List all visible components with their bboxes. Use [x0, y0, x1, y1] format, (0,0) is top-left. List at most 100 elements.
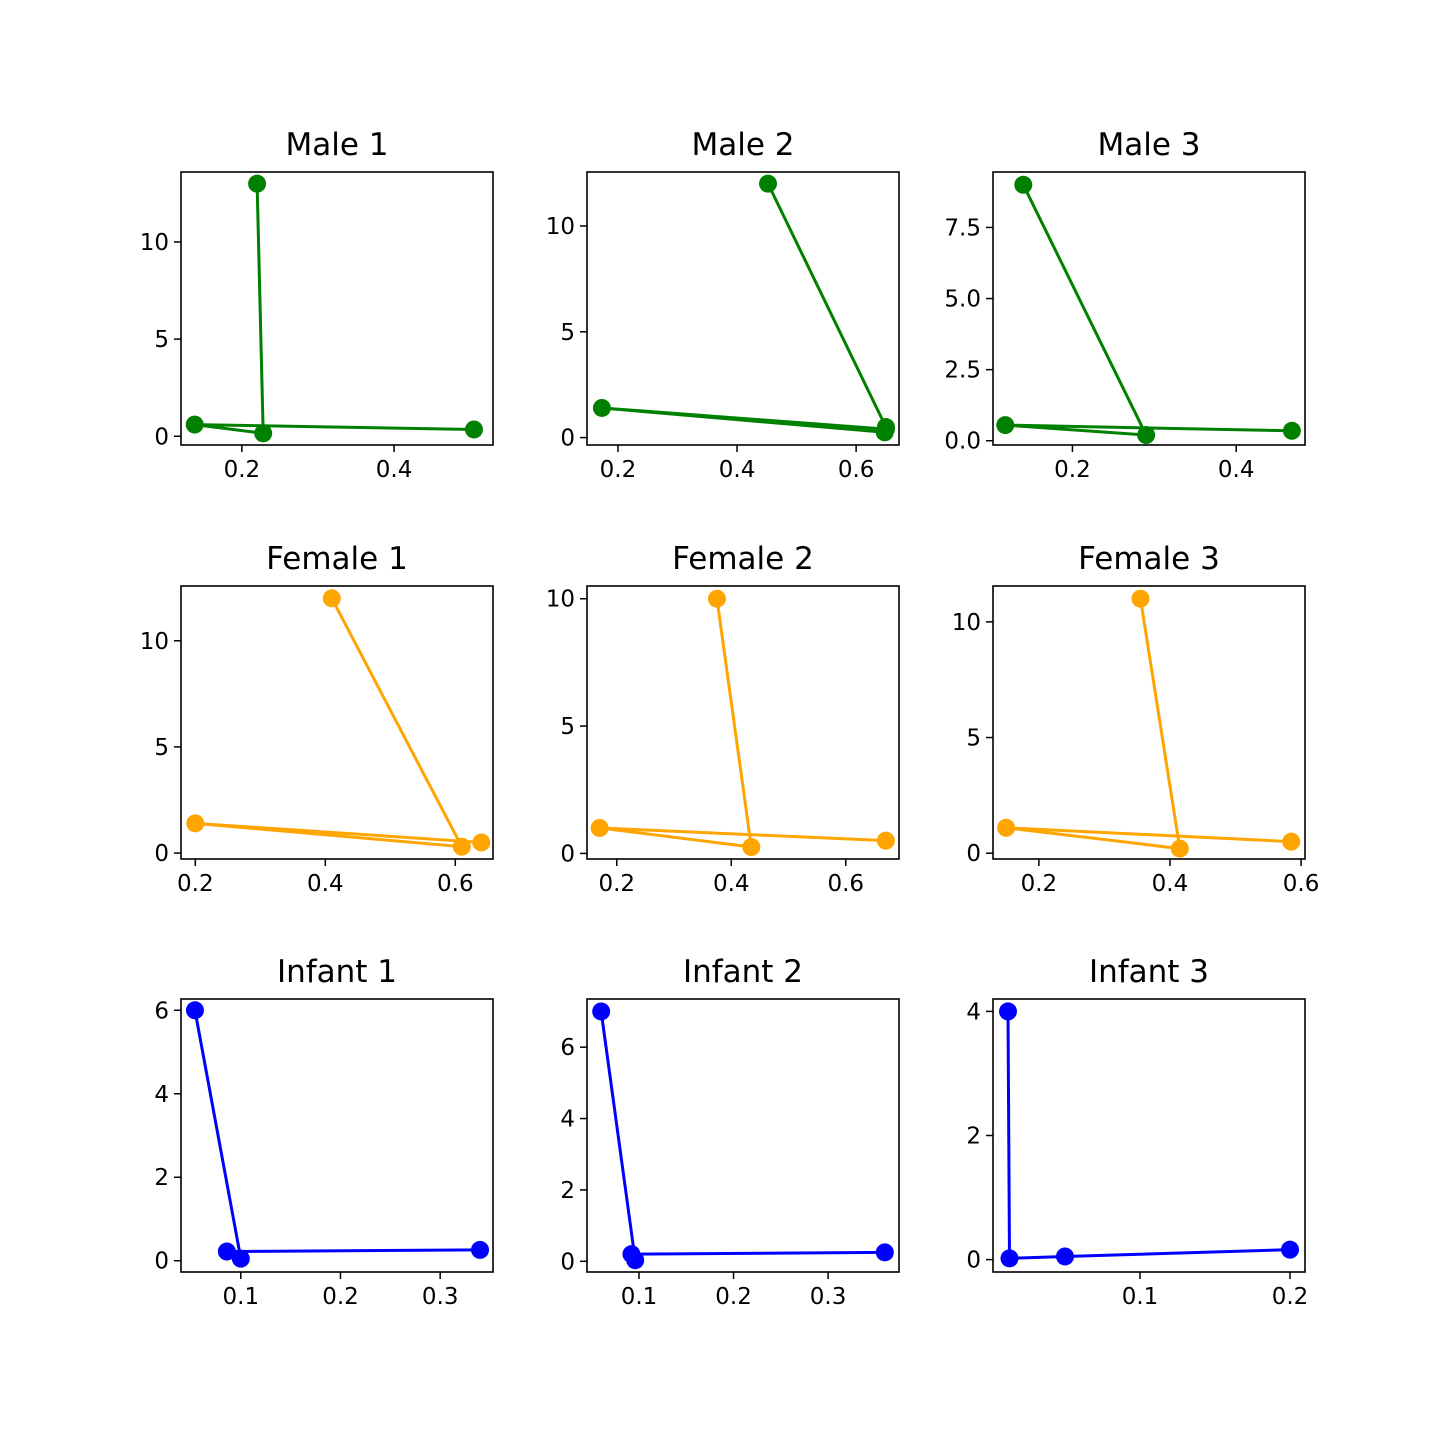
series-line: [1004, 598, 1292, 851]
chart-title: Female 3: [1078, 541, 1220, 577]
y-tick-label: 5: [966, 726, 981, 752]
data-point: [707, 589, 726, 608]
axes-frame: [586, 998, 900, 1273]
series-line: [1006, 1011, 1291, 1260]
y-tick-label: 5: [560, 320, 575, 346]
chart-title: Male 3: [1097, 127, 1200, 163]
axes-frame: [586, 585, 900, 860]
y-tick-label: 0: [560, 426, 575, 452]
y-tick-label: 2: [966, 1124, 981, 1150]
chart-panel: Male 2 0.2 0.4 0.6 0 5 10: [546, 127, 900, 483]
data-point: [996, 416, 1015, 435]
chart-panel: Female 2 0.2 0.4 0.6 0 5 10: [546, 541, 900, 897]
series-line: [193, 183, 475, 435]
x-tick-label: 0.2: [224, 457, 261, 483]
axes-frame: [180, 585, 494, 860]
axes-frame: [586, 171, 900, 446]
data-point: [1000, 1249, 1019, 1268]
y-tick-label: 0: [154, 424, 169, 450]
data-point: [1170, 839, 1189, 858]
data-point: [590, 818, 609, 837]
x-tick-label: 0.2: [1021, 871, 1058, 897]
data-point: [997, 818, 1016, 837]
chart-title: Male 2: [691, 127, 794, 163]
y-tick-label: 6: [154, 998, 169, 1024]
data-point: [185, 415, 204, 434]
y-tick-label: 6: [560, 1035, 575, 1061]
y-tick-label: 2: [560, 1178, 575, 1204]
x-tick-label: 0.2: [598, 871, 635, 897]
x-tick-label: 0.3: [810, 1284, 847, 1310]
data-point: [472, 833, 491, 852]
chart-panel: Infant 3 0.1 0.2 0 2 4: [966, 954, 1308, 1310]
y-tick-label: 0.0: [944, 429, 981, 455]
data-point: [876, 831, 895, 850]
x-tick-label: 0.2: [1272, 1284, 1309, 1310]
y-tick-label: 4: [154, 1082, 169, 1108]
data-point: [1281, 1240, 1299, 1259]
x-tick-label: 0.4: [1152, 871, 1189, 897]
data-point: [759, 174, 778, 193]
y-tick-label: 4: [966, 999, 981, 1025]
data-point: [452, 837, 471, 856]
axes-frame: [992, 585, 1306, 860]
chart-panel: Infant 1 0.1 0.2 0.3 0 2 4 6: [154, 954, 494, 1310]
x-tick-label: 0.6: [827, 871, 864, 897]
y-tick-label: 5: [154, 327, 169, 353]
y-tick-label: 0: [154, 1249, 169, 1275]
chart-title: Female 2: [672, 541, 814, 577]
data-point: [254, 424, 273, 443]
y-tick-label: 0: [560, 841, 575, 867]
y-tick-label: 5: [154, 735, 169, 761]
y-tick-label: 0: [966, 1248, 981, 1274]
data-point: [464, 420, 483, 439]
data-point: [999, 1002, 1017, 1021]
data-point: [217, 1242, 236, 1261]
x-tick-label: 0.1: [223, 1284, 260, 1310]
chart-title: Female 1: [266, 541, 408, 577]
data-point: [1131, 589, 1150, 608]
chart-panel: Male 3 0.2 0.4 0.0 2.5 5.0 7.5: [944, 127, 1306, 483]
x-tick-label: 0.2: [322, 1284, 359, 1310]
data-point: [592, 1002, 611, 1021]
chart-title: Infant 3: [1089, 954, 1209, 990]
data-point: [185, 1001, 204, 1020]
chart-panel: Male 1 0.2 0.4 0 5 10: [140, 127, 494, 483]
y-tick-label: 7.5: [944, 215, 981, 241]
y-tick-label: 0: [966, 841, 981, 867]
data-point: [876, 420, 895, 439]
x-tick-label: 0.2: [600, 457, 637, 483]
data-point: [1137, 426, 1156, 445]
axes-frame: [992, 171, 1306, 446]
x-tick-label: 0.2: [177, 871, 214, 897]
data-point: [622, 1245, 641, 1264]
y-tick-label: 0: [560, 1249, 575, 1275]
y-tick-label: 2: [154, 1165, 169, 1191]
chart-title: Infant 1: [277, 954, 397, 990]
data-point: [322, 589, 341, 608]
chart-title: Infant 2: [683, 954, 803, 990]
data-point: [742, 838, 761, 857]
data-point: [592, 398, 611, 417]
x-tick-label: 0.6: [437, 871, 474, 897]
data-point: [1056, 1247, 1074, 1266]
y-tick-label: 10: [952, 610, 981, 636]
series-line: [193, 597, 482, 849]
y-tick-label: 5.0: [944, 287, 981, 313]
x-tick-label: 0.1: [621, 1284, 658, 1310]
chart-panel: Infant 2 0.1 0.2 0.3 0 2 4 6: [560, 954, 900, 1310]
x-tick-label: 0.4: [713, 871, 750, 897]
y-tick-label: 0: [154, 841, 169, 867]
x-tick-label: 0.2: [1054, 457, 1091, 483]
chart-title: Male 1: [285, 127, 388, 163]
y-tick-label: 4: [560, 1107, 575, 1133]
x-tick-label: 0.4: [1218, 457, 1255, 483]
y-tick-label: 5: [560, 714, 575, 740]
axes-frame: [180, 998, 494, 1273]
y-tick-label: 10: [140, 629, 169, 655]
y-tick-label: 10: [546, 587, 575, 613]
x-tick-label: 0.6: [1283, 871, 1320, 897]
data-point: [231, 1249, 250, 1268]
data-point: [186, 814, 205, 833]
